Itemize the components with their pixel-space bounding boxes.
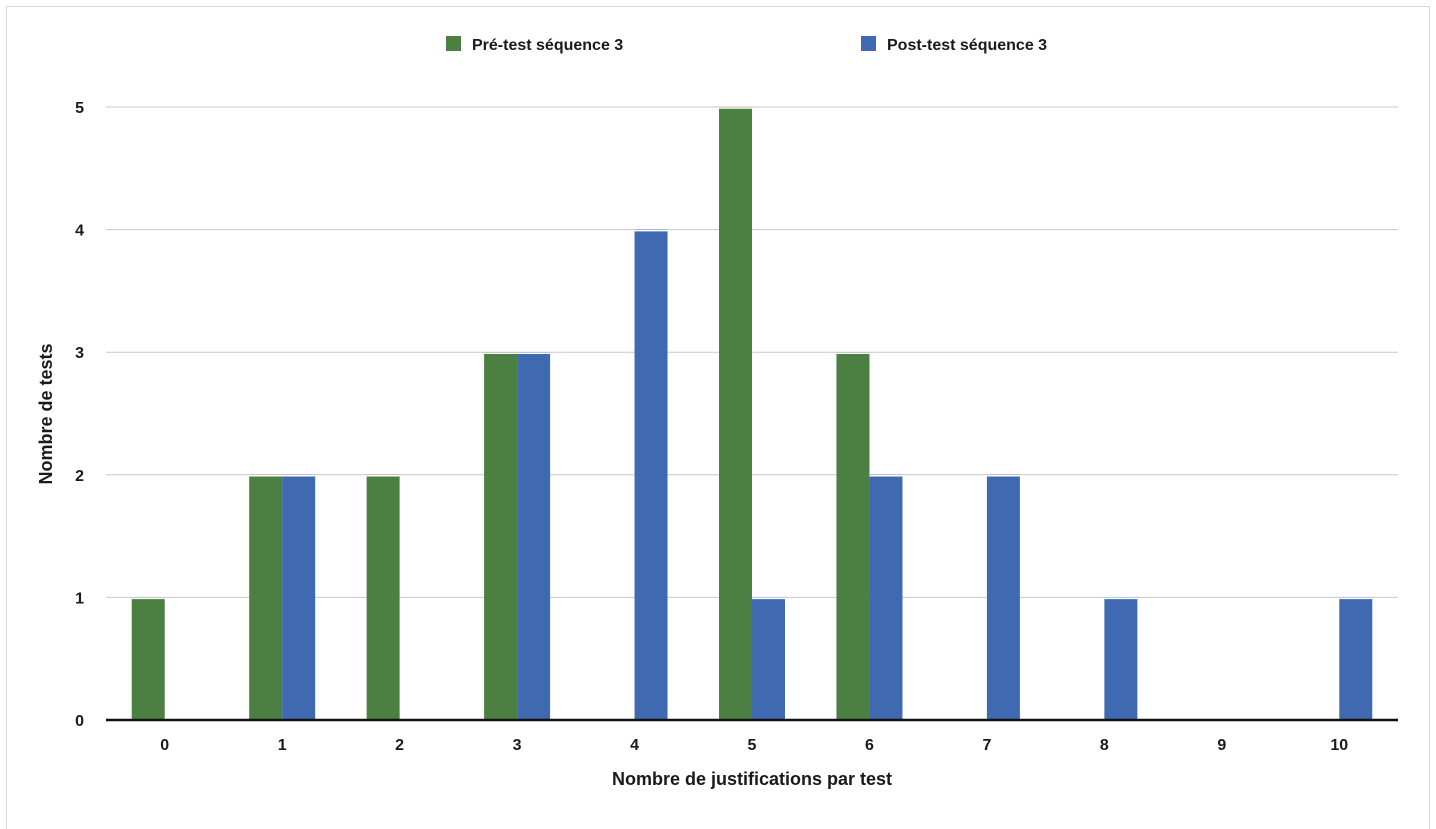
x-tick-label: 3 — [513, 737, 522, 754]
x-tick-labels: 0 1 2 3 4 5 6 7 8 9 10 — [160, 737, 1348, 754]
bar-pre-test — [836, 352, 870, 720]
x-tick-label: 1 — [278, 737, 287, 754]
legend-swatch-post-test — [861, 36, 876, 51]
bar-post-test — [282, 474, 316, 720]
bar-pre-test — [484, 352, 518, 720]
x-tick-label: 0 — [160, 737, 169, 754]
x-tick-label: 5 — [748, 737, 757, 754]
bar-pre-test — [131, 597, 165, 720]
legend-swatch-pre-test — [446, 36, 461, 51]
legend-label-post-test: Post-test séquence 3 — [887, 37, 1047, 54]
bar-pre-test — [249, 474, 283, 720]
y-tick-label: 3 — [75, 345, 84, 362]
x-tick-label: 10 — [1330, 737, 1348, 754]
legend: Pré-test séquence 3 Post-test séquence 3 — [446, 36, 1047, 54]
bar-post-test — [634, 229, 668, 720]
bar-post-test — [986, 474, 1020, 720]
legend-label-pre-test: Pré-test séquence 3 — [472, 37, 623, 54]
x-tick-label: 2 — [395, 737, 404, 754]
y-axis-title: Nombre de tests — [36, 343, 56, 484]
x-axis-title: Nombre de justifications par test — [612, 769, 892, 789]
bars-group — [131, 107, 1373, 720]
bar-post-test — [869, 474, 903, 720]
x-tick-label: 9 — [1217, 737, 1226, 754]
bar-post-test — [517, 352, 551, 720]
y-tick-label: 4 — [75, 223, 84, 240]
chart-frame — [6, 6, 1430, 829]
x-tick-label: 6 — [865, 737, 874, 754]
bar-post-test — [752, 597, 785, 720]
bar-pre-test — [366, 474, 400, 720]
y-tick-label: 5 — [75, 100, 84, 117]
x-tick-label: 4 — [630, 737, 639, 754]
bar-post-test — [1339, 597, 1373, 720]
x-tick-label: 8 — [1100, 737, 1109, 754]
x-tick-label: 7 — [982, 737, 991, 754]
y-tick-label: 0 — [75, 713, 84, 730]
y-tick-label: 1 — [75, 590, 84, 607]
bar-post-test — [1104, 597, 1138, 720]
y-tick-labels: 0 1 2 3 4 5 — [75, 100, 84, 730]
bar-pre-test — [719, 107, 752, 720]
y-tick-label: 2 — [75, 468, 84, 485]
